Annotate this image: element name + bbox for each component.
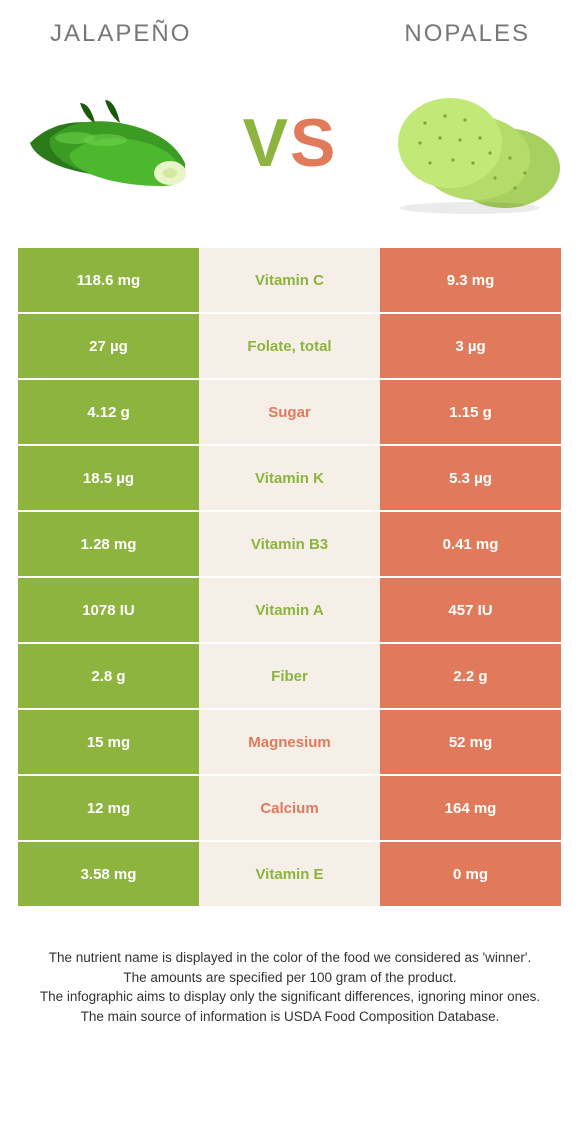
right-value: 52 mg: [380, 710, 561, 774]
right-value: 0.41 mg: [380, 512, 561, 576]
left-value: 1.28 mg: [18, 512, 199, 576]
left-value: 1078 IU: [18, 578, 199, 642]
footnote: The nutrient name is displayed in the co…: [0, 908, 580, 1056]
table-row: 4.12 gSugar1.15 g: [18, 380, 562, 446]
nutrient-label: Vitamin A: [199, 578, 380, 642]
right-value: 164 mg: [380, 776, 561, 840]
left-value: 18.5 µg: [18, 446, 199, 510]
right-value: 457 IU: [380, 578, 561, 642]
right-value: 5.3 µg: [380, 446, 561, 510]
title-right: Nopales: [404, 20, 530, 48]
table-row: 12 mgCalcium164 mg: [18, 776, 562, 842]
left-value: 27 µg: [18, 314, 199, 378]
nutrient-label: Fiber: [199, 644, 380, 708]
nutrient-label: Calcium: [199, 776, 380, 840]
title-left: Jalapeño: [50, 20, 191, 48]
comparison-table: 118.6 mgVitamin C9.3 mg27 µgFolate, tota…: [18, 248, 562, 908]
left-value: 2.8 g: [18, 644, 199, 708]
right-value: 1.15 g: [380, 380, 561, 444]
nutrient-label: Vitamin K: [199, 446, 380, 510]
right-value: 2.2 g: [380, 644, 561, 708]
left-value: 118.6 mg: [18, 248, 199, 312]
left-value: 4.12 g: [18, 380, 199, 444]
vs-s: S: [290, 104, 337, 182]
table-row: 27 µgFolate, total3 µg: [18, 314, 562, 380]
nutrient-label: Sugar: [199, 380, 380, 444]
table-row: 118.6 mgVitamin C9.3 mg: [18, 248, 562, 314]
table-row: 1078 IUVitamin A457 IU: [18, 578, 562, 644]
left-value: 15 mg: [18, 710, 199, 774]
vs-v: V: [243, 104, 290, 182]
left-value: 3.58 mg: [18, 842, 199, 906]
left-value: 12 mg: [18, 776, 199, 840]
right-value: 0 mg: [380, 842, 561, 906]
table-row: 18.5 µgVitamin K5.3 µg: [18, 446, 562, 512]
table-row: 2.8 gFiber2.2 g: [18, 644, 562, 710]
footnote-line: The infographic aims to display only the…: [30, 987, 550, 1007]
jalapeno-image: [15, 68, 205, 218]
nutrient-label: Vitamin E: [199, 842, 380, 906]
right-value: 9.3 mg: [380, 248, 561, 312]
nopales-image: [375, 68, 565, 218]
nutrient-label: Folate, total: [199, 314, 380, 378]
table-row: 1.28 mgVitamin B30.41 mg: [18, 512, 562, 578]
images-row: VS: [0, 58, 580, 248]
header: Jalapeño Nopales: [0, 0, 580, 58]
nutrient-label: Vitamin B3: [199, 512, 380, 576]
nutrient-label: Magnesium: [199, 710, 380, 774]
right-value: 3 µg: [380, 314, 561, 378]
footnote-line: The amounts are specified per 100 gram o…: [30, 968, 550, 988]
nutrient-label: Vitamin C: [199, 248, 380, 312]
footnote-line: The main source of information is USDA F…: [30, 1007, 550, 1027]
vs-label: VS: [243, 104, 338, 182]
table-row: 3.58 mgVitamin E0 mg: [18, 842, 562, 908]
table-row: 15 mgMagnesium52 mg: [18, 710, 562, 776]
footnote-line: The nutrient name is displayed in the co…: [30, 948, 550, 968]
